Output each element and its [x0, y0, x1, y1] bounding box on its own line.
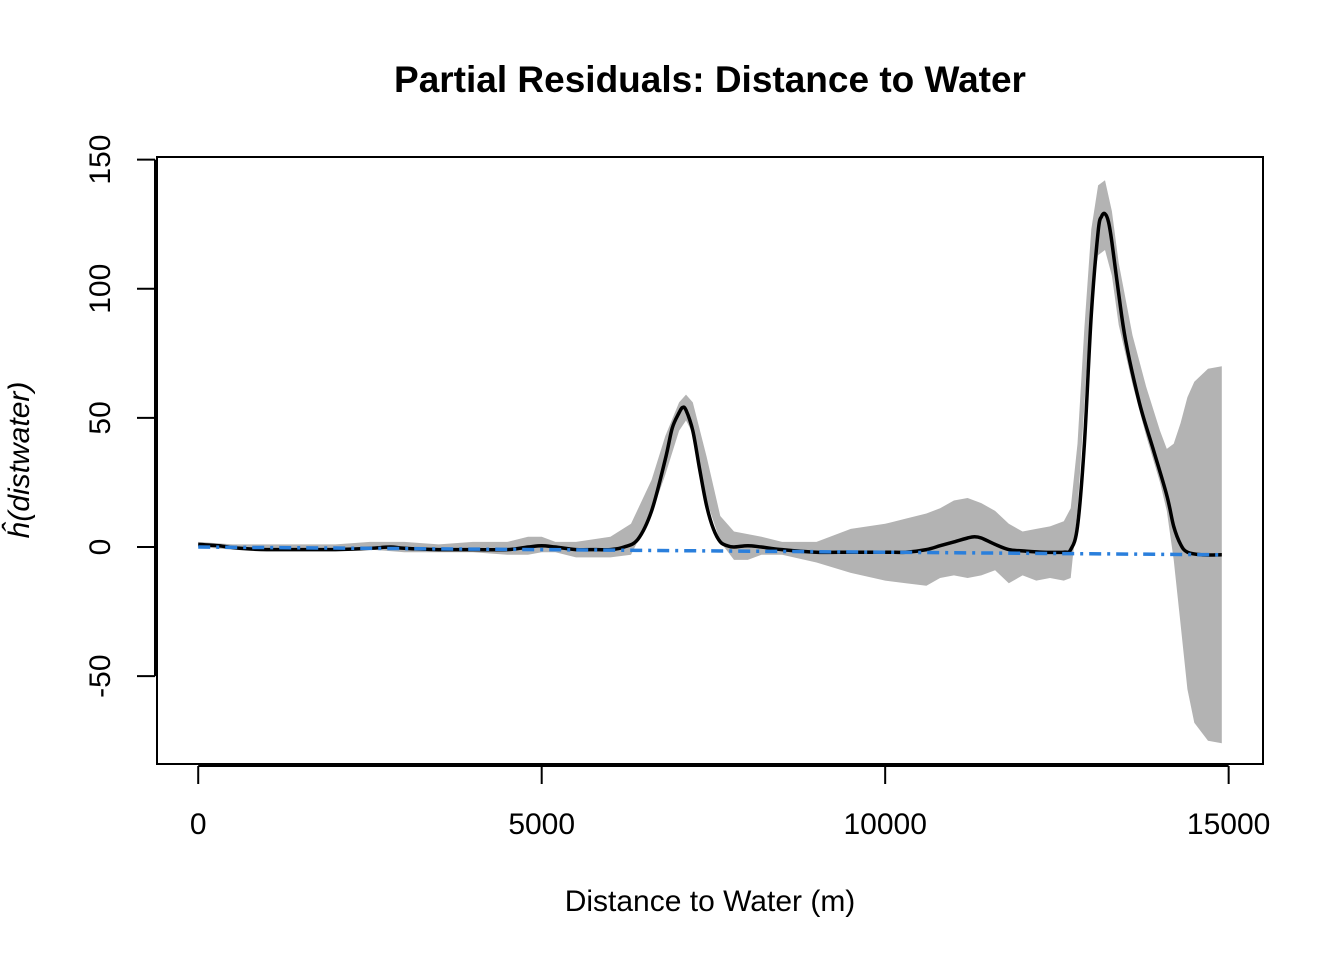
y-tick-label: 50 — [84, 401, 117, 434]
confidence-band — [198, 180, 1222, 744]
y-axis-label: ĥ(distwater) — [2, 382, 36, 539]
y-axis-label-variable: distwater — [3, 391, 36, 512]
x-tick-label: 0 — [190, 808, 207, 841]
x-axis-label: Distance to Water (m) — [565, 885, 856, 918]
y-tick-label: -50 — [84, 654, 117, 697]
x-tick-label: 10000 — [843, 808, 926, 841]
plot-frame — [156, 156, 1264, 765]
x-axis: 0 5000 10000 15000 — [190, 765, 1270, 841]
x-tick-label: 15000 — [1187, 808, 1270, 841]
linear-fit-line — [198, 545, 1222, 557]
smooth-fit-line — [198, 211, 1222, 557]
plot-area — [156, 156, 1264, 765]
y-axis: -50 0 50 100 150 — [84, 135, 156, 698]
x-tick-label: 5000 — [508, 808, 575, 841]
y-tick-label: 0 — [84, 539, 117, 556]
chart-title: Partial Residuals: Distance to Water — [394, 59, 1026, 100]
y-axis-label-suffix: ) — [3, 382, 36, 395]
y-tick-label: 150 — [84, 135, 117, 185]
y-tick-label: 100 — [84, 264, 117, 314]
y-axis-label-prefix: ĥ( — [2, 509, 36, 539]
